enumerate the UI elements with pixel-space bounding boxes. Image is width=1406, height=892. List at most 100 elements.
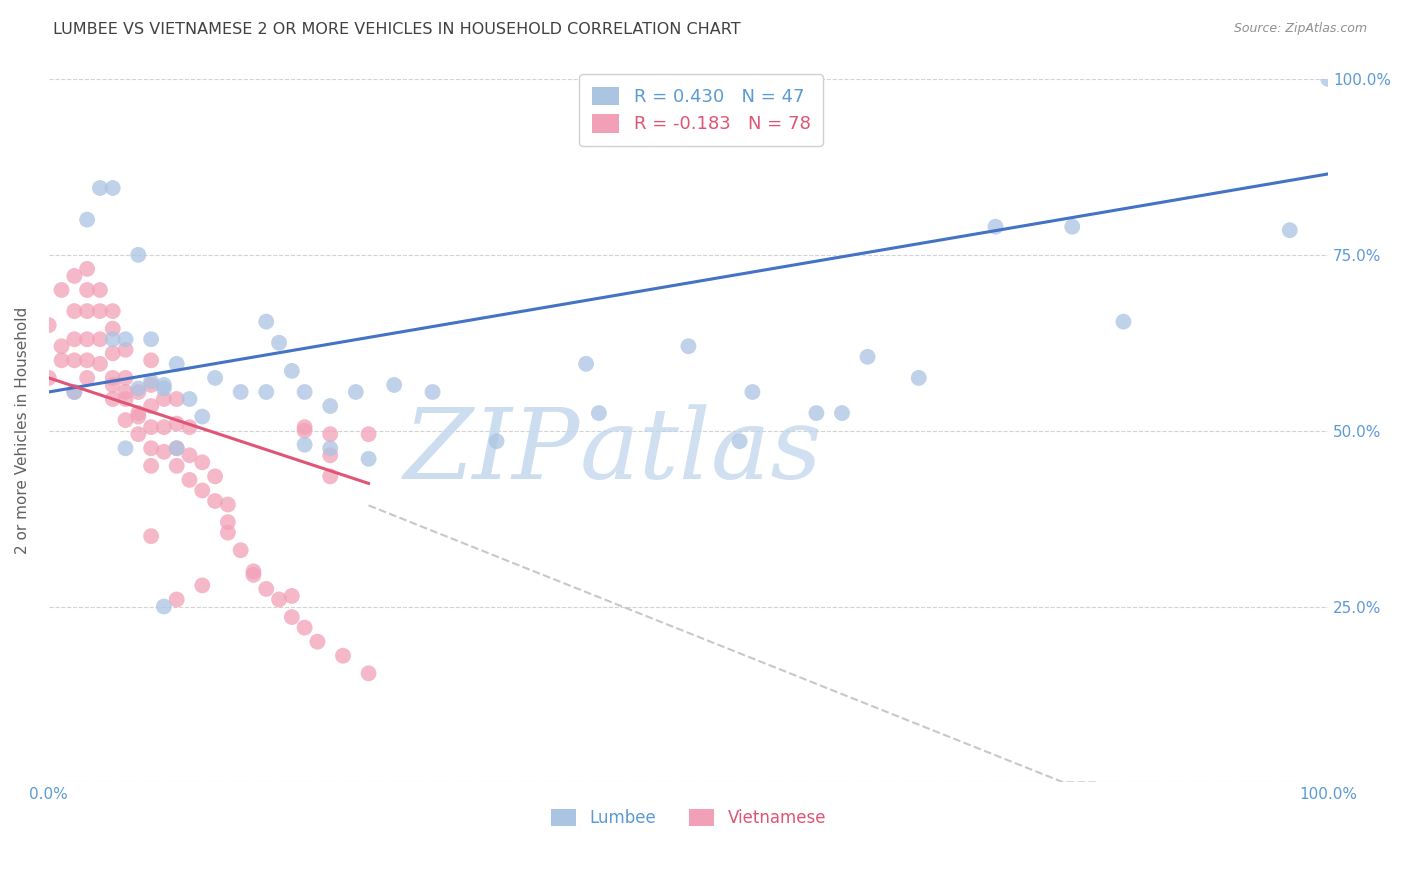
Point [114,332,136,346]
Point [114,384,136,399]
Point [242,565,264,579]
Point [319,469,342,483]
Point [281,610,304,624]
Point [344,384,367,399]
Point [139,420,162,434]
Point [127,248,149,262]
Point [114,392,136,406]
Point [1278,223,1301,237]
Point [741,384,763,399]
Point [101,346,124,360]
Point [127,406,149,420]
Point [267,592,290,607]
Point [76,353,98,368]
Point [51,353,73,368]
Point [139,399,162,413]
Point [179,448,201,462]
Point [38,371,60,385]
Point [63,384,86,399]
Point [1062,219,1084,234]
Point [166,592,188,607]
Point [294,424,316,438]
Point [217,498,239,512]
Point [294,384,316,399]
Point [153,444,176,458]
Point [76,332,98,346]
Point [229,543,252,558]
Point [984,219,1007,234]
Point [114,442,136,456]
Point [76,304,98,318]
Point [76,212,98,227]
Point [728,434,751,449]
Point [204,469,226,483]
Point [139,353,162,368]
Point [1112,315,1135,329]
Point [89,357,111,371]
Point [242,567,264,582]
Point [357,451,380,466]
Point [38,318,60,333]
Point [267,335,290,350]
Point [229,384,252,399]
Point [89,332,111,346]
Point [191,483,214,498]
Point [139,375,162,389]
Point [254,582,277,596]
Point [319,442,342,456]
Point [179,420,201,434]
Point [166,442,188,456]
Point [907,371,929,385]
Point [101,181,124,195]
Point [114,413,136,427]
Point [101,321,124,335]
Point [485,434,508,449]
Point [114,343,136,357]
Point [76,283,98,297]
Point [191,409,214,424]
Point [806,406,828,420]
Legend: Lumbee, Vietnamese: Lumbee, Vietnamese [544,802,832,834]
Point [76,371,98,385]
Point [166,392,188,406]
Point [114,371,136,385]
Point [166,442,188,456]
Point [307,634,329,648]
Point [166,458,188,473]
Point [153,599,176,614]
Point [153,378,176,392]
Point [357,427,380,442]
Point [588,406,610,420]
Point [217,515,239,529]
Text: ZIP: ZIP [404,404,579,500]
Point [89,181,111,195]
Point [294,438,316,452]
Point [357,666,380,681]
Point [139,529,162,543]
Point [101,371,124,385]
Point [422,384,444,399]
Point [856,350,879,364]
Point [294,621,316,635]
Point [89,283,111,297]
Point [63,332,86,346]
Point [139,442,162,456]
Point [63,384,86,399]
Point [831,406,853,420]
Point [127,409,149,424]
Point [153,392,176,406]
Point [575,357,598,371]
Point [382,378,405,392]
Point [101,332,124,346]
Text: LUMBEE VS VIETNAMESE 2 OR MORE VEHICLES IN HOUSEHOLD CORRELATION CHART: LUMBEE VS VIETNAMESE 2 OR MORE VEHICLES … [53,22,741,37]
Y-axis label: 2 or more Vehicles in Household: 2 or more Vehicles in Household [15,307,30,554]
Point [139,458,162,473]
Point [191,455,214,469]
Point [319,448,342,462]
Point [204,371,226,385]
Point [101,304,124,318]
Point [127,384,149,399]
Point [63,353,86,368]
Point [319,427,342,442]
Point [127,381,149,395]
